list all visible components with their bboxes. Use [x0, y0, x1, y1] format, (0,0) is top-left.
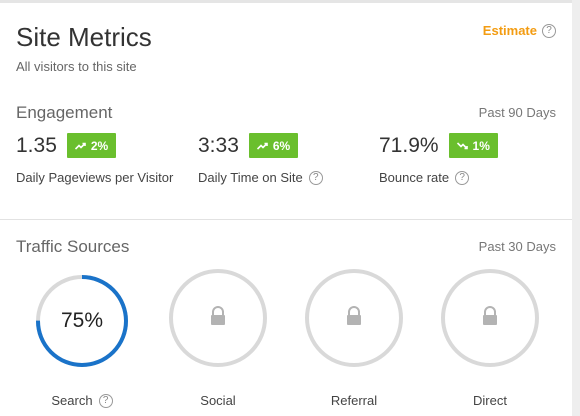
lock-icon: [483, 306, 497, 325]
lock-icon: [347, 306, 361, 325]
page-title: Site Metrics: [16, 22, 152, 52]
trend-up-icon: [256, 142, 268, 150]
traffic-title: Traffic Sources: [16, 237, 130, 256]
estimate-label: Estimate: [482, 23, 537, 38]
metric-label: Daily Pageviews per Visitor: [16, 170, 174, 185]
help-icon[interactable]: ?: [542, 23, 556, 38]
source-label: Social: [200, 393, 236, 408]
trend-change: 1%: [472, 138, 490, 153]
source-label: Direct: [473, 393, 507, 408]
help-icon[interactable]: ?: [98, 393, 113, 408]
metric-time-on-site: 3:33 6% Daily Time on Site ?: [198, 133, 323, 185]
metric-value: 71.9%: [379, 133, 439, 157]
trend-change: 6%: [272, 138, 291, 153]
page-subtitle: All visitors to this site: [16, 59, 137, 74]
trend-badge: 1%: [448, 133, 498, 158]
traffic-source-search[interactable]: 75% Search ?: [32, 271, 132, 408]
right-scroll-gutter: [572, 0, 580, 416]
locked-ring: [305, 269, 403, 367]
source-percent: 75%: [60, 309, 104, 332]
locked-ring: [441, 269, 539, 367]
lock-icon: [211, 306, 225, 325]
trend-down-icon: [456, 141, 468, 149]
metric-pageviews: 1.35 2% Daily Pageviews per Visitor: [16, 133, 173, 185]
traffic-source-direct[interactable]: Direct: [440, 268, 540, 408]
site-metrics-card: Site Metrics All visitors to this site E…: [0, 3, 572, 416]
trend-badge: 6%: [248, 133, 299, 158]
traffic-source-social[interactable]: Social: [168, 268, 268, 408]
locked-ring: [169, 269, 267, 367]
traffic-range: Past 30 Days: [478, 239, 556, 254]
source-label: Referral: [330, 393, 378, 408]
metric-label: Bounce rate: [379, 170, 450, 185]
progress-ring: [36, 275, 128, 367]
help-icon[interactable]: ?: [308, 170, 323, 185]
engagement-range: Past 90 Days: [478, 105, 556, 120]
metric-label: Daily Time on Site: [198, 170, 303, 185]
engagement-title: Engagement: [16, 103, 113, 122]
estimate-link[interactable]: Estimate ?: [483, 23, 556, 38]
section-divider: [0, 219, 572, 220]
metric-value: 1.35: [16, 133, 57, 157]
traffic-source-referral[interactable]: Referral: [304, 268, 404, 408]
trend-up-icon: [74, 142, 86, 150]
metric-value: 3:33: [198, 133, 239, 157]
source-label: Search: [51, 393, 93, 408]
trend-badge: 2%: [66, 133, 117, 158]
trend-change: 2%: [90, 138, 109, 153]
help-icon[interactable]: ?: [455, 170, 470, 185]
ring-progress: [36, 275, 128, 367]
top-border: [0, 0, 580, 3]
metric-bounce-rate: 71.9% 1% Bounce rate ?: [379, 133, 498, 185]
